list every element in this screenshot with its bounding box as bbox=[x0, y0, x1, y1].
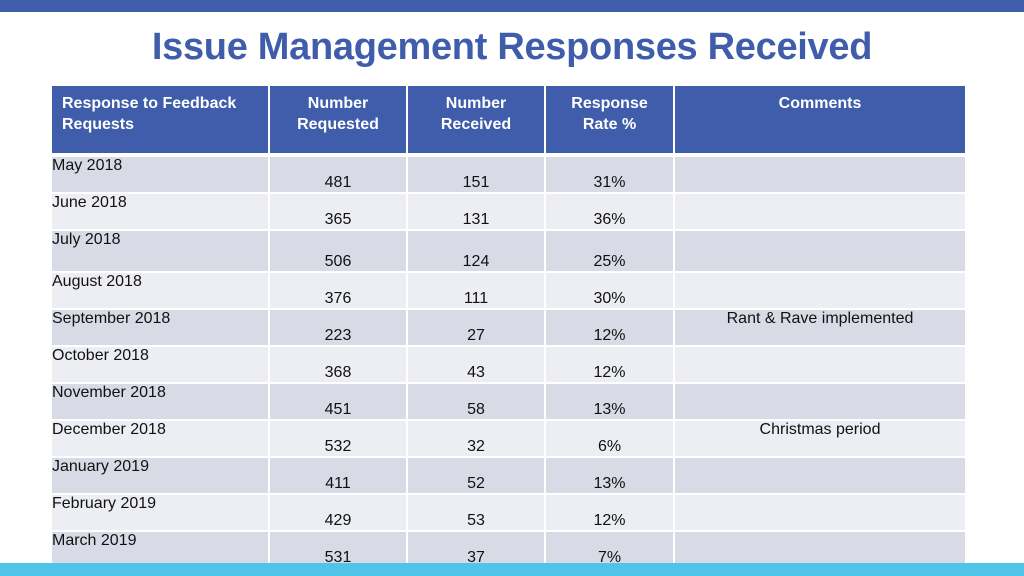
responses-table: Response to Feedback Requests Number Req… bbox=[52, 86, 965, 569]
cell-rate: 25% bbox=[546, 231, 675, 273]
cell-received: 37 bbox=[408, 532, 546, 569]
cell-rate: 6% bbox=[546, 421, 675, 458]
cell-comment bbox=[675, 384, 965, 421]
header-rate-line2: Rate % bbox=[582, 116, 637, 133]
cell-received: 52 bbox=[408, 458, 546, 495]
cell-month: October 2018 bbox=[52, 347, 270, 384]
cell-comment bbox=[675, 194, 965, 231]
cell-received: 53 bbox=[408, 495, 546, 532]
cell-received: 111 bbox=[408, 273, 546, 310]
cell-rate: 13% bbox=[546, 458, 675, 495]
cell-rate: 30% bbox=[546, 273, 675, 310]
cell-month: November 2018 bbox=[52, 384, 270, 421]
cell-rate: 12% bbox=[546, 495, 675, 532]
cell-month: July 2018 bbox=[52, 231, 270, 273]
cell-requested: 223 bbox=[270, 310, 408, 347]
cell-comment bbox=[675, 347, 965, 384]
cell-requested: 481 bbox=[270, 157, 408, 194]
cell-month: September 2018 bbox=[52, 310, 270, 347]
table-row: September 2018 223 27 12% Rant & Rave im… bbox=[52, 310, 965, 347]
cell-comment: Christmas period bbox=[675, 421, 965, 458]
cell-comment bbox=[675, 157, 965, 194]
cell-month: August 2018 bbox=[52, 273, 270, 310]
header-comments: Comments bbox=[675, 86, 965, 157]
header-rate: Response Rate % bbox=[546, 86, 675, 157]
table-row: December 2018 532 32 6% Christmas period bbox=[52, 421, 965, 458]
cell-rate: 31% bbox=[546, 157, 675, 194]
cell-received: 43 bbox=[408, 347, 546, 384]
top-accent-bar bbox=[0, 0, 1024, 12]
table-row: October 2018 368 43 12% bbox=[52, 347, 965, 384]
table-row: November 2018 451 58 13% bbox=[52, 384, 965, 421]
cell-requested: 451 bbox=[270, 384, 408, 421]
cell-month: February 2019 bbox=[52, 495, 270, 532]
cell-month: December 2018 bbox=[52, 421, 270, 458]
cell-requested: 411 bbox=[270, 458, 408, 495]
header-received: Number Received bbox=[408, 86, 546, 157]
cell-received: 131 bbox=[408, 194, 546, 231]
cell-comment: Rant & Rave implemented bbox=[675, 310, 965, 347]
cell-received: 124 bbox=[408, 231, 546, 273]
cell-comment bbox=[675, 458, 965, 495]
cell-requested: 506 bbox=[270, 231, 408, 273]
cell-requested: 376 bbox=[270, 273, 408, 310]
header-requested-line2: Requested bbox=[297, 116, 379, 133]
table-row: January 2019 411 52 13% bbox=[52, 458, 965, 495]
header-requested: Number Requested bbox=[270, 86, 408, 157]
cell-requested: 365 bbox=[270, 194, 408, 231]
header-month-line2: Requests bbox=[62, 116, 135, 133]
cell-received: 58 bbox=[408, 384, 546, 421]
cell-received: 27 bbox=[408, 310, 546, 347]
bottom-accent-bar bbox=[0, 563, 1024, 576]
cell-comment bbox=[675, 495, 965, 532]
header-month: Response to Feedback Requests bbox=[52, 86, 270, 157]
cell-rate: 36% bbox=[546, 194, 675, 231]
cell-received: 32 bbox=[408, 421, 546, 458]
header-month-line1: Response to Feedback bbox=[62, 95, 237, 112]
header-received-line1: Number bbox=[445, 95, 507, 112]
cell-requested: 429 bbox=[270, 495, 408, 532]
cell-received: 151 bbox=[408, 157, 546, 194]
cell-rate: 12% bbox=[546, 347, 675, 384]
cell-comment bbox=[675, 231, 965, 273]
table-row: July 2018 506 124 25% bbox=[52, 231, 965, 273]
cell-rate: 12% bbox=[546, 310, 675, 347]
header-received-line2: Received bbox=[440, 116, 512, 133]
cell-month: June 2018 bbox=[52, 194, 270, 231]
cell-requested: 368 bbox=[270, 347, 408, 384]
cell-month: January 2019 bbox=[52, 458, 270, 495]
table-row: August 2018 376 111 30% bbox=[52, 273, 965, 310]
table-row: May 2018 481 151 31% bbox=[52, 157, 965, 194]
cell-month: May 2018 bbox=[52, 157, 270, 194]
table-header-row: Response to Feedback Requests Number Req… bbox=[52, 86, 965, 157]
page-title: Issue Management Responses Received bbox=[151, 26, 873, 68]
cell-rate: 13% bbox=[546, 384, 675, 421]
header-rate-line1: Response bbox=[571, 95, 648, 112]
table-row: February 2019 429 53 12% bbox=[52, 495, 965, 532]
cell-month: March 2019 bbox=[52, 532, 270, 569]
header-requested-line1: Number bbox=[307, 95, 369, 112]
cell-requested: 532 bbox=[270, 421, 408, 458]
table-row: June 2018 365 131 36% bbox=[52, 194, 965, 231]
cell-comment bbox=[675, 273, 965, 310]
